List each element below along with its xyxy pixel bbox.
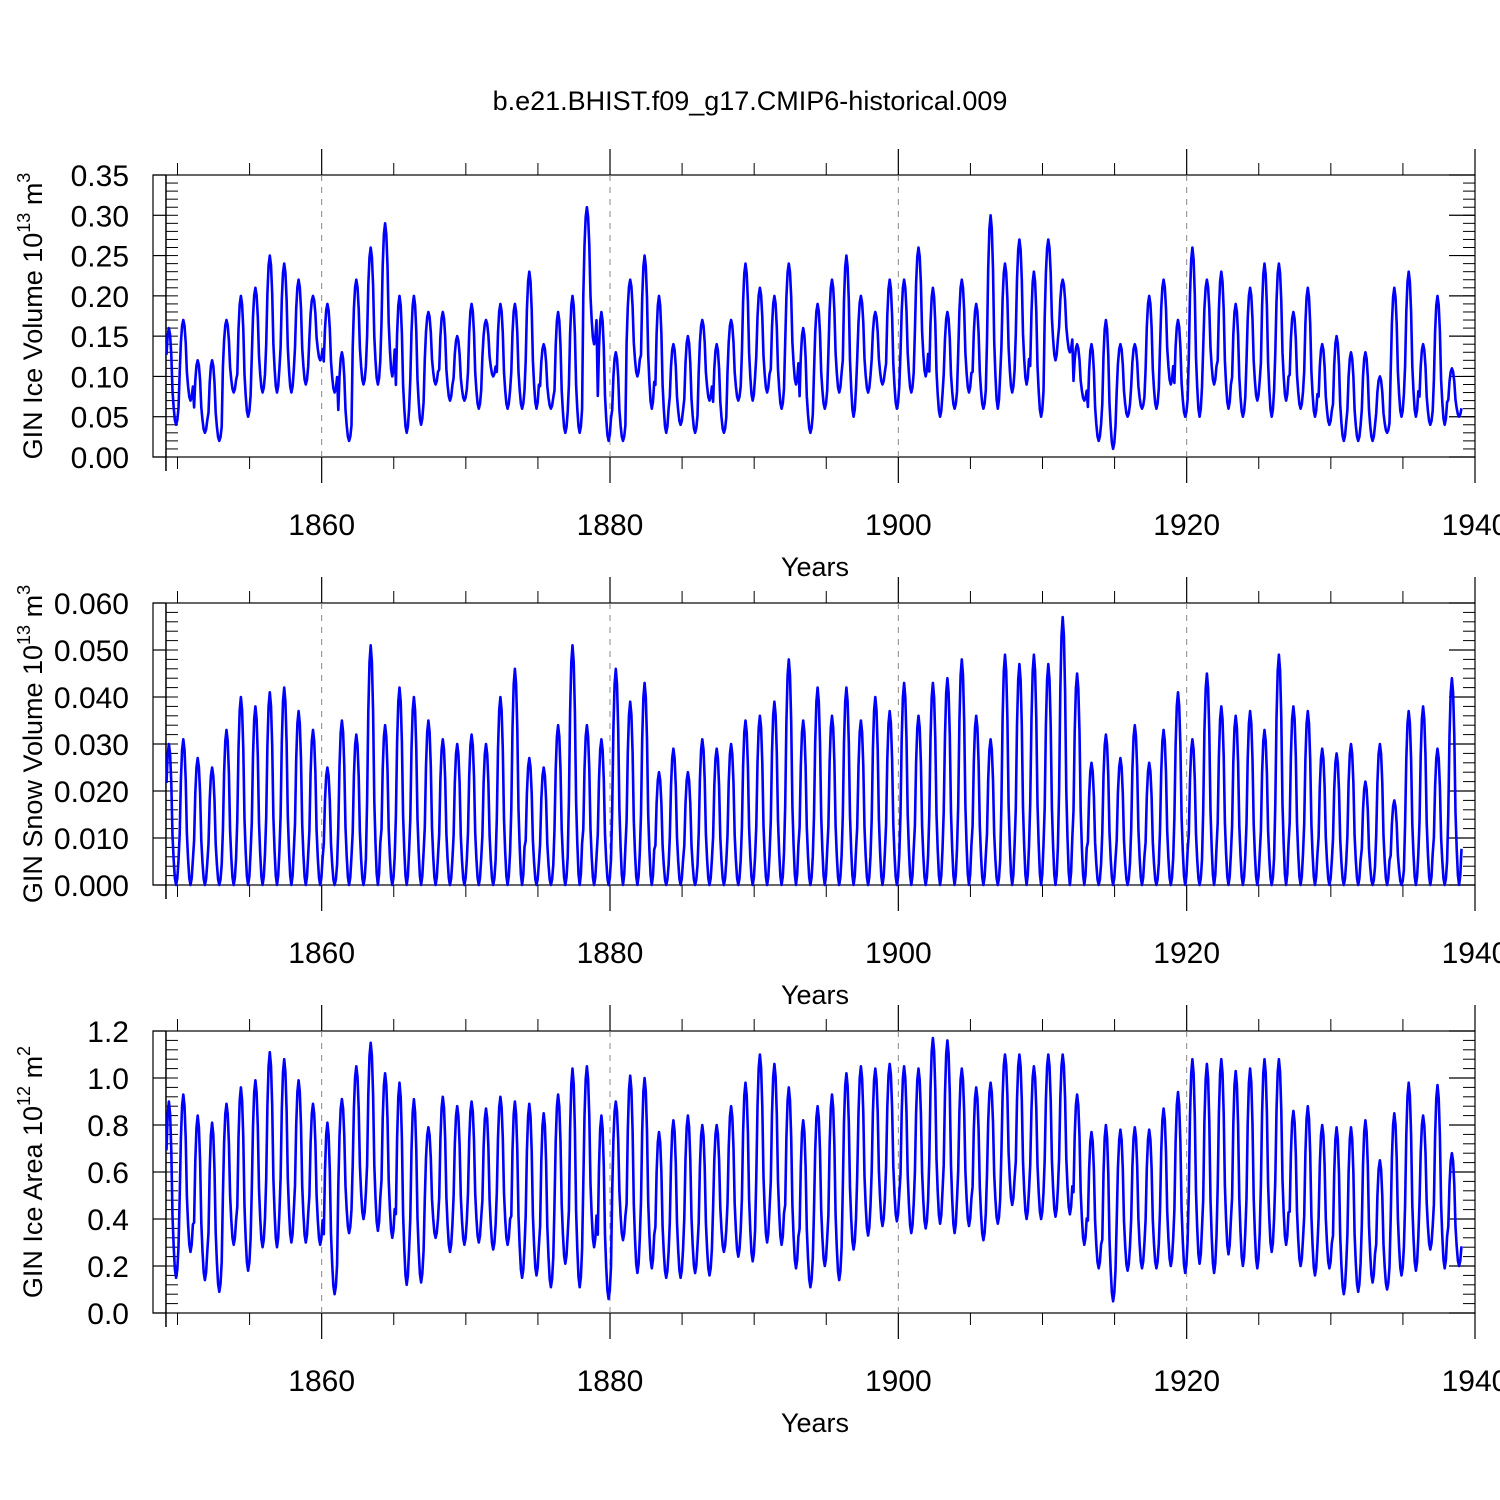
snow-volume-y-tick-label: 0.030 bbox=[54, 729, 129, 762]
snow-volume-x-tick-label-1900: 1900 bbox=[865, 937, 932, 970]
ice-area-y-tick-label: 1.2 bbox=[87, 1016, 129, 1049]
snow-volume-x-axis-label: Years bbox=[781, 980, 849, 1010]
snow-volume-series-line bbox=[165, 615, 1463, 887]
snow-volume-x-tick-label-1880: 1880 bbox=[577, 937, 644, 970]
ice-area-series-line bbox=[165, 1036, 1463, 1303]
ice-area-x-tick-label-1900: 1900 bbox=[865, 1365, 932, 1398]
ice-volume-y-tick-label: 0.20 bbox=[71, 281, 129, 314]
ice-volume-plot-frame bbox=[152, 174, 1476, 458]
ice-volume-y-tick-label: 0.30 bbox=[71, 200, 129, 233]
ice-volume-y-axis-label: GIN Ice Volume 1013 m3 bbox=[14, 173, 48, 460]
snow-volume-x-tick-label-1860: 1860 bbox=[288, 937, 355, 970]
ice-volume-x-tick-label-1920: 1920 bbox=[1153, 509, 1220, 542]
ice-area-x-tick-label-1880: 1880 bbox=[577, 1365, 644, 1398]
ice-volume-x-axis-label: Years bbox=[781, 552, 849, 582]
ice-area-y-tick-label: 0.6 bbox=[87, 1157, 129, 1190]
ice-volume-x-tick-label-1900: 1900 bbox=[865, 509, 932, 542]
snow-volume-y-tick-label: 0.050 bbox=[54, 635, 129, 668]
ice-area-y-tick-label: 0.8 bbox=[87, 1110, 129, 1143]
ice-volume-y-tick-label: 0.35 bbox=[71, 160, 129, 193]
snow-volume-y-tick-label: 0.000 bbox=[54, 870, 129, 903]
ice-volume-y-tick-label: 0.00 bbox=[71, 442, 129, 475]
ice-area-y-tick-label: 0.2 bbox=[87, 1251, 129, 1284]
ice-volume-y-tick-label: 0.25 bbox=[71, 241, 129, 274]
ice-volume-x-tick-label-1880: 1880 bbox=[577, 509, 644, 542]
ice-area-x-tick-label-1920: 1920 bbox=[1153, 1365, 1220, 1398]
figure-title: b.e21.BHIST.f09_g17.CMIP6-historical.009 bbox=[493, 86, 1008, 116]
ice-area-y-axis-label: GIN Ice Area 1012 m2 bbox=[14, 1046, 48, 1298]
snow-volume-y-tick-label: 0.010 bbox=[54, 823, 129, 856]
snow-volume-y-tick-label: 0.020 bbox=[54, 776, 129, 809]
ice-volume-y-tick-label: 0.15 bbox=[71, 321, 129, 354]
snow-volume-y-tick-label: 0.060 bbox=[54, 588, 129, 621]
snow-volume-x-tick-label-1920: 1920 bbox=[1153, 937, 1220, 970]
ice-volume-series-line bbox=[165, 205, 1463, 451]
snow-volume-y-axis-label: GIN Snow Volume 1013 m3 bbox=[14, 585, 48, 903]
ice-volume-x-tick-label-1860: 1860 bbox=[288, 509, 355, 542]
ice-area-y-tick-label: 0.0 bbox=[87, 1298, 129, 1331]
ice-volume-y-tick-label: 0.05 bbox=[71, 402, 129, 435]
ice-area-x-tick-label-1860: 1860 bbox=[288, 1365, 355, 1398]
snow-volume-y-tick-label: 0.040 bbox=[54, 682, 129, 715]
ice-area-x-axis-label: Years bbox=[781, 1408, 849, 1438]
ice-area-y-tick-label: 0.4 bbox=[87, 1204, 129, 1237]
ice-volume-y-tick-label: 0.10 bbox=[71, 361, 129, 394]
ice-area-y-tick-label: 1.0 bbox=[87, 1063, 129, 1096]
